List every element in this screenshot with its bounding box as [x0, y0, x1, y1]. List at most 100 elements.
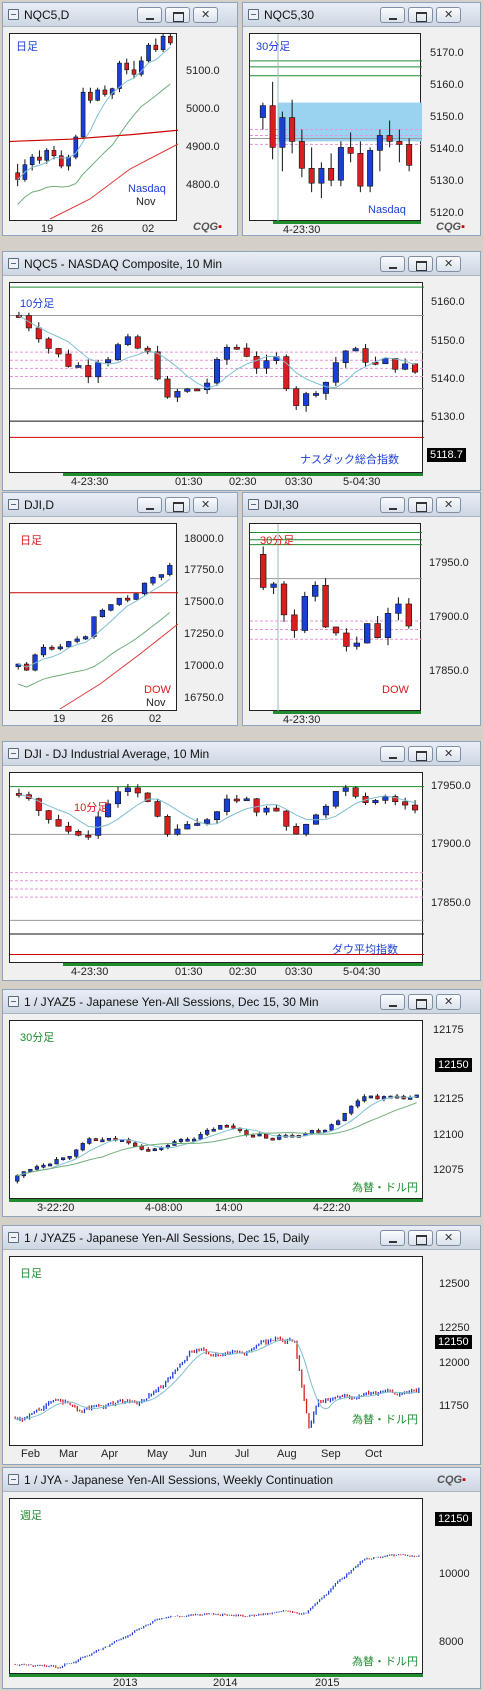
candle-body — [67, 1155, 72, 1159]
title-bar[interactable]: 1 / JYA - Japanese Yen-All Sessions, Wee… — [3, 1468, 480, 1492]
maximize-button[interactable] — [165, 7, 190, 23]
candle-body — [412, 804, 419, 811]
chart-window-jyaz5-30min[interactable]: 1 / JYAZ5 - Japanese Yen-All Sessions, D… — [2, 989, 481, 1217]
candle-body — [158, 574, 164, 578]
candle-body — [47, 1163, 53, 1167]
candle-body — [231, 1125, 236, 1129]
candle-body — [35, 327, 42, 340]
price-chart[interactable]: 10分足 ダウ平均指数 — [9, 772, 424, 963]
candle-body — [35, 798, 42, 811]
price-chart[interactable]: 30分足 為替・ドル円 — [9, 1020, 423, 1199]
price-chart[interactable]: 10分足 ナスダック総合指数 — [9, 282, 424, 473]
window-title: 1 / JYA - Japanese Yen-All Sessions, Wee… — [24, 1473, 334, 1487]
x-tick: 4-23:30 — [283, 714, 321, 726]
candle-body — [194, 823, 201, 826]
price-chart[interactable]: 日足 DOW Nov — [9, 523, 178, 711]
moving-average-line — [59, 623, 178, 710]
maximize-button[interactable] — [165, 497, 190, 513]
candle-body — [382, 358, 389, 365]
minimize-button[interactable] — [380, 746, 405, 762]
candle-body — [87, 1138, 92, 1144]
cqg-logo: CQG▪ — [436, 221, 465, 233]
title-bar[interactable]: 1 / JYAZ5 - Japanese Yen-All Sessions, D… — [3, 1226, 480, 1250]
candle-body — [395, 603, 402, 614]
close-button[interactable] — [436, 497, 461, 513]
candle-body — [355, 1100, 360, 1107]
title-bar[interactable]: NQC5,30 — [243, 3, 480, 27]
candle-body — [95, 816, 102, 836]
close-button[interactable] — [436, 256, 461, 272]
chart-window-dji-30min[interactable]: DJI,30 30分足 DOW 17950.0 17900.0 17850.0 … — [242, 492, 481, 726]
instrument-label: ナスダック総合指数 — [300, 454, 399, 466]
candle-body — [273, 807, 280, 812]
y-tick: 17950.0 — [429, 557, 469, 569]
title-bar[interactable]: NQC5,D — [3, 3, 237, 27]
candle-body — [144, 792, 151, 802]
title-bar[interactable]: DJI,30 — [243, 493, 480, 517]
candle-body — [99, 609, 106, 618]
price-chart[interactable]: 30分足 Nasdaq — [249, 33, 422, 222]
x-tick: 19 — [53, 713, 66, 725]
close-button[interactable] — [436, 994, 461, 1010]
close-button[interactable] — [436, 1230, 461, 1246]
chart-window-nqc5-daily[interactable]: NQC5,D 日足 Nasdaq Nov 5100.0 5000.0 4900.… — [2, 2, 238, 236]
title-bar[interactable]: DJI - DJ Industrial Average, 10 Min — [3, 742, 480, 766]
candle-body — [329, 1124, 334, 1131]
price-chart[interactable]: 週足 為替・ドル円 — [9, 1498, 423, 1674]
x-tick: Aug — [277, 1448, 297, 1460]
session-strip — [273, 711, 421, 714]
y-tick: 5160.0 — [430, 79, 464, 91]
chart-window-jya-weekly[interactable]: 1 / JYA - Japanese Yen-All Sessions, Wee… — [2, 1467, 481, 1689]
minimize-button[interactable] — [380, 256, 405, 272]
maximize-button[interactable] — [408, 497, 433, 513]
candle-body — [223, 798, 230, 812]
title-bar[interactable]: DJI,D — [3, 493, 237, 517]
minimize-button[interactable] — [380, 7, 405, 23]
chart-window-dji-10min[interactable]: DJI - DJ Industrial Average, 10 Min 10分足… — [2, 741, 481, 981]
chart-window-nqc5-30min[interactable]: NQC5,30 30分足 Nasdaq 5170.0 5160.0 5150.0… — [242, 2, 481, 236]
x-tick: 26 — [91, 223, 104, 235]
close-button[interactable] — [193, 497, 218, 513]
chart-window-dji-daily[interactable]: DJI,D 日足 DOW Nov 18000.0 17750.0 17500.0… — [2, 492, 238, 726]
title-bar[interactable]: 1 / JYAZ5 - Japanese Yen-All Sessions, D… — [3, 990, 480, 1014]
price-chart[interactable]: 30分足 DOW — [249, 523, 422, 712]
candle-body — [224, 1125, 229, 1128]
minimize-button[interactable] — [380, 994, 405, 1010]
maximize-button[interactable] — [408, 7, 433, 23]
price-chart[interactable]: 日足 為替・ドル円 — [9, 1256, 423, 1446]
window-title: NQC5 - NASDAQ Composite, 10 Min — [24, 257, 223, 271]
minimize-button[interactable] — [380, 1230, 405, 1246]
minimize-button[interactable] — [380, 497, 405, 513]
cqg-logo: CQG▪ — [193, 221, 222, 233]
candle-body — [41, 1164, 46, 1168]
maximize-button[interactable] — [408, 994, 433, 1010]
chart-window-nqc5-10min[interactable]: NQC5 - NASDAQ Composite, 10 Min 10分足 ナスダ… — [2, 251, 481, 491]
candle-body — [303, 393, 310, 406]
maximize-button[interactable] — [408, 1230, 433, 1246]
chart-window-jyaz5-daily[interactable]: 1 / JYAZ5 - Japanese Yen-All Sessions, D… — [2, 1225, 481, 1465]
minimize-button[interactable] — [137, 7, 162, 23]
maximize-button[interactable] — [408, 746, 433, 762]
y-tick: 5150.0 — [430, 111, 464, 123]
candle-body — [312, 584, 319, 597]
y-tick: 5130.0 — [430, 175, 464, 187]
close-button[interactable] — [193, 7, 218, 23]
candle-body — [15, 793, 22, 796]
x-tick: 4-23:30 — [71, 966, 109, 978]
candle-body — [102, 89, 108, 95]
moving-average-line — [17, 1102, 417, 1177]
close-button[interactable] — [436, 7, 461, 23]
maximize-button[interactable] — [408, 256, 433, 272]
minimize-button[interactable] — [137, 497, 162, 513]
candle-body — [375, 1095, 380, 1100]
window-title: 1 / JYAZ5 - Japanese Yen-All Sessions, D… — [24, 995, 319, 1009]
price-chart[interactable]: 日足 Nasdaq Nov — [9, 33, 178, 221]
candle-body — [28, 1168, 33, 1172]
close-button[interactable] — [436, 746, 461, 762]
candle-body — [337, 147, 344, 181]
candle-body — [313, 393, 320, 396]
title-bar[interactable]: NQC5 - NASDAQ Composite, 10 Min — [3, 252, 480, 276]
candle-body — [253, 798, 260, 813]
candle-body — [364, 623, 371, 644]
candle-body — [133, 1142, 138, 1147]
